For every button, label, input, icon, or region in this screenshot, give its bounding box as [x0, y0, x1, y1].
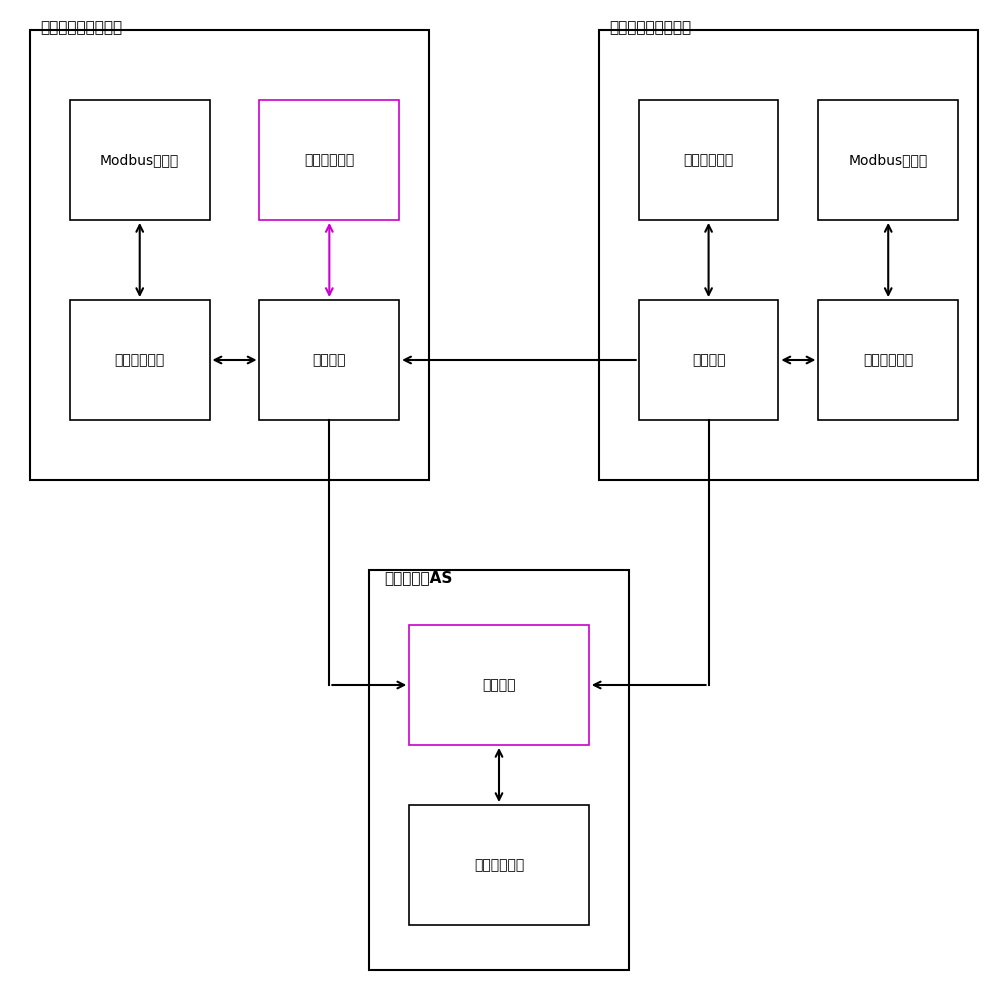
- Text: 安全通信模块: 安全通信模块: [474, 858, 524, 872]
- Text: Modbus服务器: Modbus服务器: [848, 153, 928, 167]
- Bar: [639, 300, 778, 420]
- Bar: [409, 625, 589, 745]
- Bar: [639, 100, 778, 220]
- Text: 通信接口: 通信接口: [482, 678, 516, 692]
- Text: 通信接口: 通信接口: [312, 353, 346, 367]
- Bar: [70, 300, 210, 420]
- Text: Modbus客户机: Modbus客户机: [100, 153, 180, 167]
- Bar: [30, 30, 429, 480]
- Text: 服务器（可信设备）: 服务器（可信设备）: [609, 20, 691, 35]
- Text: 安全通信模块: 安全通信模块: [115, 353, 165, 367]
- Text: 身份认证模块: 身份认证模块: [304, 153, 354, 167]
- Text: 通信接口: 通信接口: [692, 353, 726, 367]
- Bar: [259, 300, 399, 420]
- Text: 安全通信模块: 安全通信模块: [863, 353, 913, 367]
- Bar: [70, 100, 210, 220]
- Bar: [599, 30, 978, 480]
- Bar: [818, 100, 958, 220]
- Text: 客户机（可信设备）: 客户机（可信设备）: [40, 20, 122, 35]
- Bar: [369, 570, 629, 970]
- Text: 可信服务器AS: 可信服务器AS: [384, 570, 453, 585]
- Bar: [409, 805, 589, 925]
- Bar: [259, 100, 399, 220]
- Bar: [818, 300, 958, 420]
- Text: 身份认证模块: 身份认证模块: [684, 153, 734, 167]
